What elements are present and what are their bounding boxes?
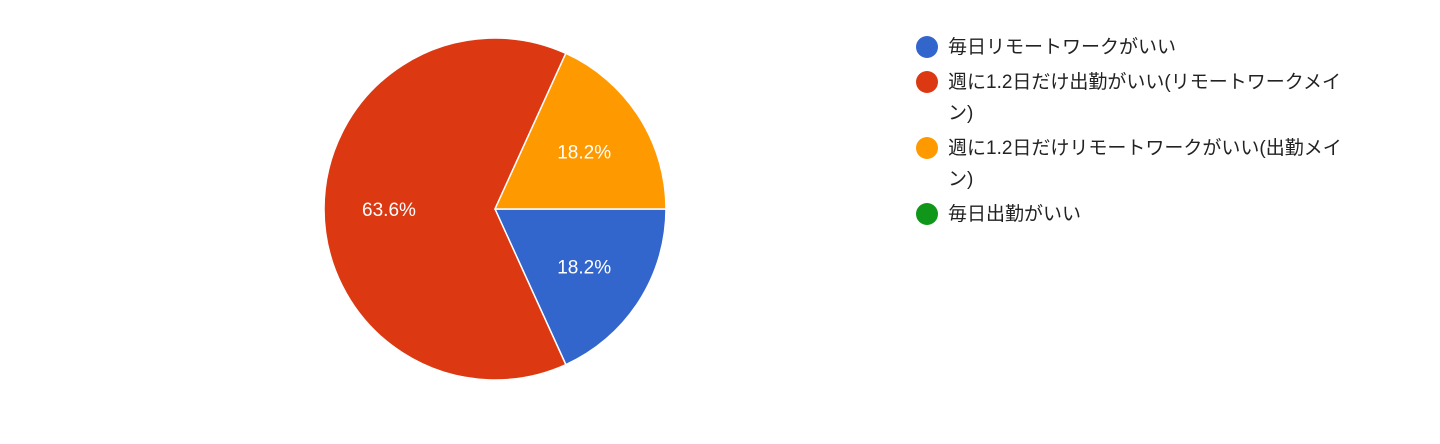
legend-item[interactable]: 週に1.2日だけ出勤がいい(リモートワークメイン) xyxy=(916,67,1366,129)
legend-dot-icon xyxy=(916,137,938,159)
pie-slice[interactable] xyxy=(493,52,667,210)
legend-item[interactable]: 毎日リモートワークがいい xyxy=(916,32,1366,63)
slice-label: 63.6% xyxy=(362,200,416,221)
slice-label: 18.2% xyxy=(557,257,611,278)
pie-slice[interactable] xyxy=(323,37,567,381)
legend-label: 毎日出勤がいい xyxy=(948,204,1082,225)
legend-dot-icon xyxy=(916,36,938,58)
legend-item[interactable]: 毎日出勤がいい xyxy=(916,199,1366,230)
legend-dot-icon xyxy=(916,203,938,225)
legend-dot-icon xyxy=(916,71,938,93)
pie-slice[interactable] xyxy=(493,208,667,366)
legend-label: 毎日リモートワークがいい xyxy=(948,37,1177,58)
legend-item[interactable]: 週に1.2日だけリモートワークがいい(出勤メイン) xyxy=(916,133,1366,195)
slice-label: 18.2% xyxy=(557,143,611,164)
legend-label: 週に1.2日だけリモートワークがいい(出勤メイン) xyxy=(948,138,1342,190)
legend-label: 週に1.2日だけ出勤がいい(リモートワークメイン) xyxy=(948,72,1341,124)
legend: 毎日リモートワークがいい週に1.2日だけ出勤がいい(リモートワークメイン) 週に1… xyxy=(916,32,1366,234)
